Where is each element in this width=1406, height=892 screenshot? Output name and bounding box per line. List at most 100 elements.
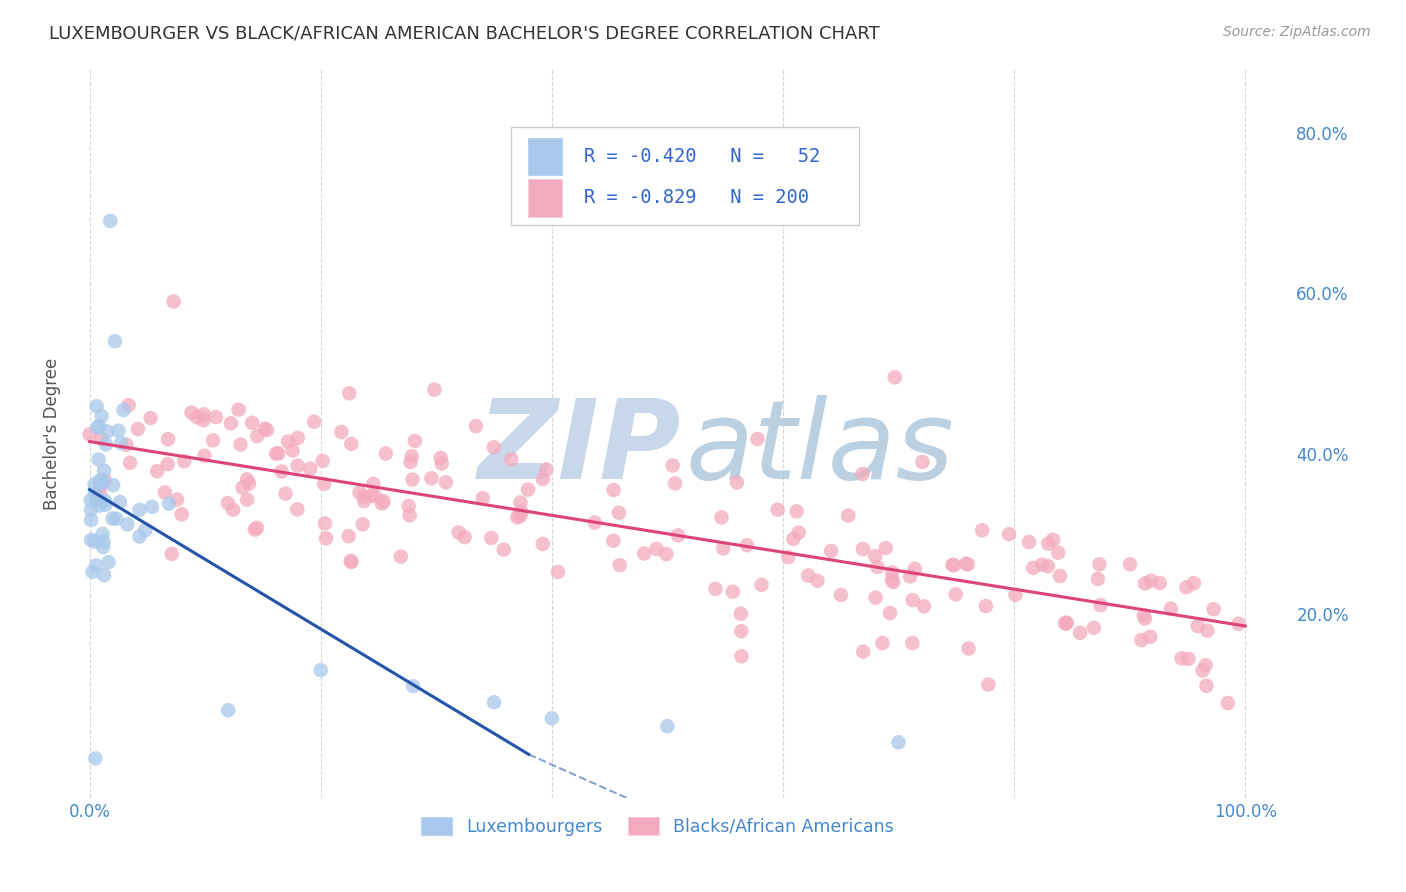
Point — [112, 403, 135, 417]
Point — [423, 383, 446, 397]
Point — [110, 436, 132, 450]
Point — [162, 294, 184, 309]
Point — [87, 452, 110, 467]
Point — [118, 398, 141, 412]
Point — [1083, 621, 1105, 635]
Point — [253, 422, 276, 436]
Point — [531, 472, 554, 486]
Point — [309, 663, 332, 677]
Point — [998, 527, 1021, 541]
Point — [510, 505, 533, 519]
Point — [340, 437, 363, 451]
Point — [1119, 558, 1142, 572]
Point — [943, 558, 966, 573]
Point — [865, 549, 887, 563]
Point — [287, 431, 309, 445]
Point — [583, 516, 606, 530]
Point — [711, 541, 734, 556]
Text: LUXEMBOURGER VS BLACK/AFRICAN AMERICAN BACHELOR'S DEGREE CORRELATION CHART: LUXEMBOURGER VS BLACK/AFRICAN AMERICAN B… — [49, 25, 880, 43]
Point — [287, 458, 309, 473]
Point — [401, 450, 423, 464]
Point — [602, 483, 624, 497]
Point — [1182, 576, 1205, 591]
Point — [89, 499, 111, 513]
Point — [311, 454, 333, 468]
Point — [904, 562, 927, 576]
Point — [404, 434, 426, 448]
Point — [105, 512, 128, 526]
Point — [1004, 588, 1026, 602]
Point — [94, 473, 117, 487]
Point — [1022, 561, 1045, 575]
Point — [972, 523, 994, 537]
Point — [361, 489, 384, 503]
Point — [1038, 537, 1060, 551]
Point — [83, 477, 105, 491]
Point — [128, 530, 150, 544]
Point — [645, 541, 668, 556]
Point — [797, 568, 820, 582]
Point — [1133, 608, 1156, 623]
Point — [277, 434, 299, 449]
Point — [91, 473, 114, 487]
Point — [875, 541, 897, 555]
Text: R = -0.420   N =   52: R = -0.420 N = 52 — [585, 147, 821, 166]
Point — [201, 434, 224, 448]
Point — [160, 547, 183, 561]
Point — [434, 475, 457, 490]
Point — [883, 370, 905, 384]
Point — [399, 455, 422, 469]
Point — [872, 636, 894, 650]
Point — [747, 432, 769, 446]
Point — [180, 406, 202, 420]
Point — [633, 547, 655, 561]
Point — [1139, 630, 1161, 644]
Point — [1195, 658, 1218, 673]
Point — [710, 510, 733, 524]
Point — [281, 443, 304, 458]
Point — [751, 578, 773, 592]
Point — [170, 508, 193, 522]
Point — [205, 410, 228, 425]
Point — [547, 565, 569, 579]
Point — [540, 711, 562, 725]
Point — [901, 593, 924, 607]
Point — [945, 587, 967, 601]
Point — [94, 437, 117, 451]
Point — [193, 449, 215, 463]
Point — [127, 422, 149, 436]
Point — [479, 531, 502, 545]
Point — [267, 446, 290, 460]
Point — [852, 542, 875, 557]
Point — [1227, 616, 1250, 631]
Point — [941, 558, 963, 572]
Point — [96, 425, 118, 439]
Point — [725, 475, 748, 490]
Point — [186, 410, 208, 425]
Point — [229, 437, 252, 451]
Point — [79, 427, 101, 442]
Point — [371, 496, 394, 510]
Point — [117, 517, 139, 532]
Point — [364, 489, 387, 503]
Point — [1088, 558, 1111, 572]
Point — [420, 471, 443, 485]
Point — [104, 334, 127, 349]
Point — [501, 452, 523, 467]
Point — [80, 533, 103, 547]
Point — [898, 569, 921, 583]
Point — [373, 494, 395, 508]
Point — [609, 558, 631, 573]
Point — [782, 532, 804, 546]
Point — [193, 408, 215, 422]
Point — [661, 458, 683, 473]
Y-axis label: Bachelor's Degree: Bachelor's Degree — [44, 358, 60, 509]
FancyBboxPatch shape — [529, 179, 562, 217]
Point — [957, 641, 980, 656]
Point — [84, 492, 107, 507]
Point — [302, 415, 325, 429]
Point — [1160, 601, 1182, 615]
Point — [730, 649, 752, 664]
Point — [315, 531, 337, 545]
Point — [506, 510, 529, 524]
